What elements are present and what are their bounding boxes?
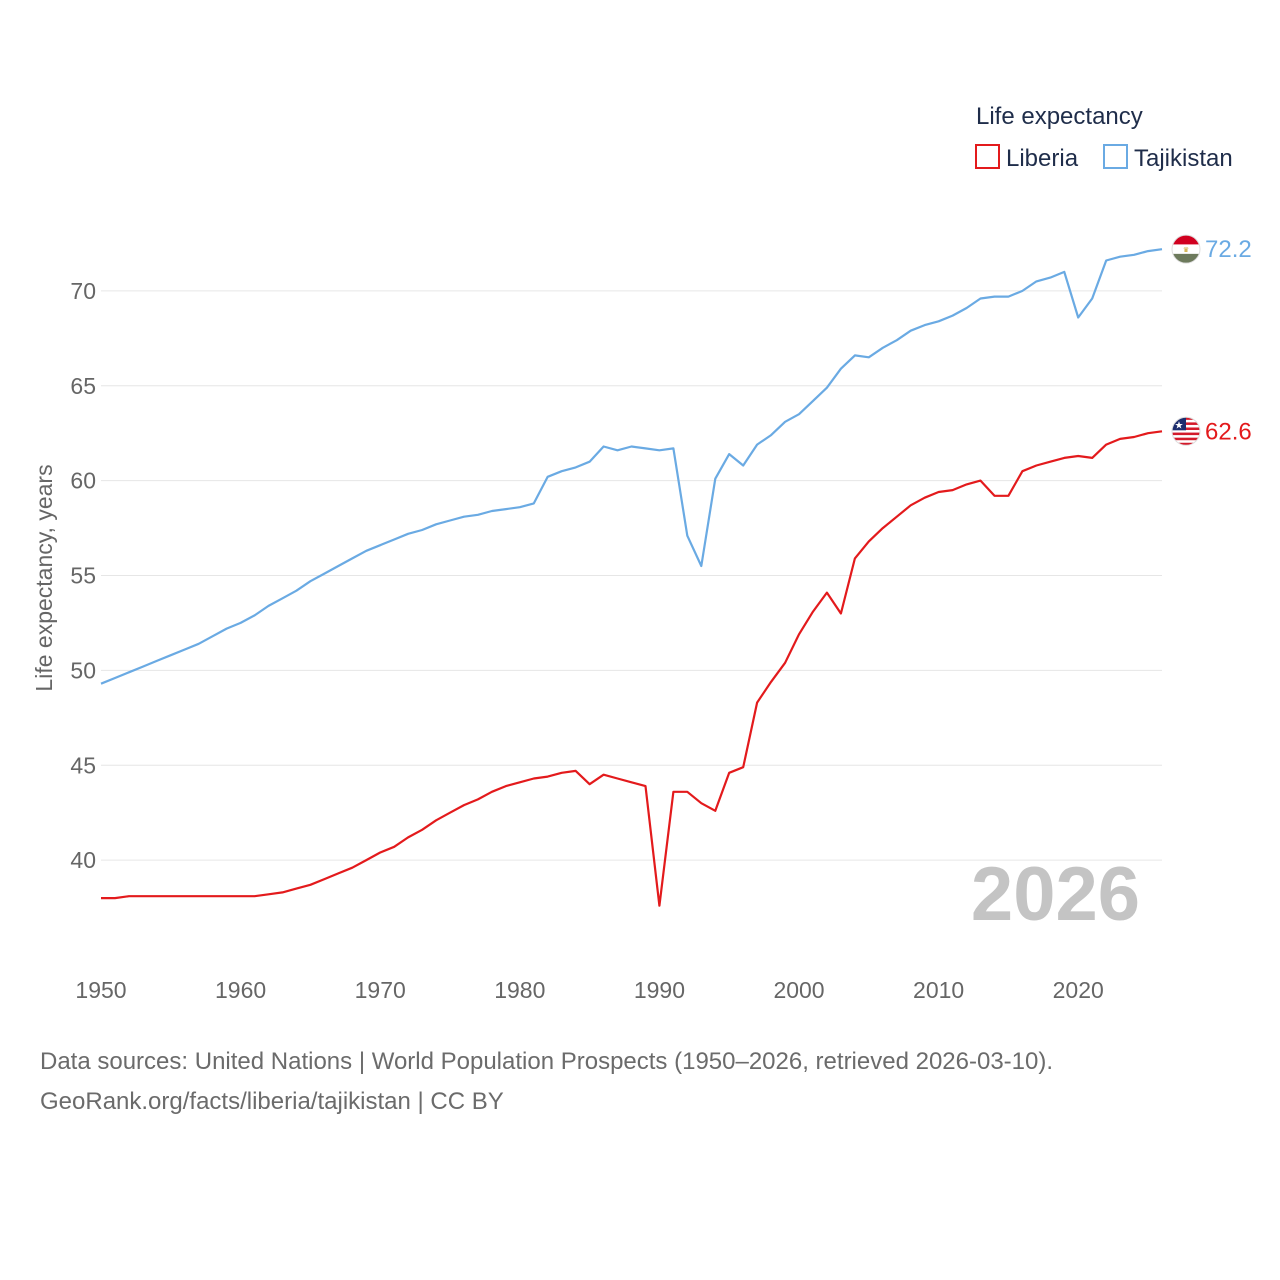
end-markers: ★ 62.6 ♛ 72.2: [1171, 234, 1252, 446]
legend[interactable]: Life expectancy Liberia Tajikistan: [975, 103, 1233, 172]
legend-item-tajikistan[interactable]: Tajikistan: [1103, 144, 1233, 172]
flag-stripe: [1172, 442, 1200, 446]
flag-ring-liberia: [1171, 416, 1201, 446]
flag-band-red: [1172, 235, 1200, 245]
x-tick-label-2010: 2010: [913, 977, 964, 1003]
y-tick-label-70: 70: [70, 278, 96, 304]
x-tick-label-1950: 1950: [75, 977, 126, 1003]
flag-stripe: [1172, 440, 1200, 444]
tajikistan-flag-icon: ♛: [1172, 235, 1200, 264]
flag-stripe: [1172, 435, 1200, 438]
source-line-attribution[interactable]: GeoRank.org/facts/liberia/tajikistan | C…: [40, 1088, 504, 1115]
y-tick-label-45: 45: [70, 752, 96, 778]
legend-title: Life expectancy: [976, 103, 1143, 130]
y-tick-label-60: 60: [70, 468, 96, 494]
series-line-liberia: [101, 430, 1163, 907]
legend-swatch-liberia: [975, 144, 1000, 169]
end-value-label-tajikistan: 72.2: [1205, 236, 1252, 263]
legend-swatch-tajikistan: [1103, 144, 1128, 169]
flag-stripe: [1172, 432, 1200, 436]
series-lines: [100, 248, 1163, 907]
year-watermark: 2026: [971, 852, 1140, 937]
legend-label-tajikistan: Tajikistan: [1134, 145, 1233, 172]
x-tick-label-1990: 1990: [634, 977, 685, 1003]
x-tick-label-1980: 1980: [494, 977, 545, 1003]
series-line-tajikistan: [100, 248, 1163, 685]
flag-stripe: [1172, 430, 1200, 433]
y-tick-label-65: 65: [70, 373, 96, 399]
line-chart: 40 45 50 55 60 65 70 1950 1960 1970 1980 1990 2000 2…: [31, 103, 1252, 1003]
source-line-data: Data sources: United Nations | World Pop…: [40, 1048, 1054, 1075]
flag-band-green: [1172, 253, 1200, 264]
legend-item-liberia[interactable]: Liberia: [975, 144, 1079, 172]
flag-stripe: [1172, 437, 1200, 441]
y-tick-label-40: 40: [70, 847, 96, 873]
flag-crown: ♛: [1183, 246, 1189, 254]
grid-lines: [101, 290, 1162, 861]
flag-star: ★: [1175, 420, 1184, 431]
x-axis-ticks: 1950 1960 1970 1980 1990 2000 2010 2020: [75, 977, 1103, 1003]
y-tick-label-50: 50: [70, 657, 96, 683]
y-axis-title: Life expectancy, years: [31, 464, 57, 691]
y-axis-ticks: 40 45 50 55 60 65 70: [70, 278, 96, 873]
flag-band-white: [1172, 244, 1200, 254]
y-tick-label-55: 55: [70, 563, 96, 589]
x-tick-label-2000: 2000: [773, 977, 824, 1003]
legend-label-liberia: Liberia: [1006, 145, 1079, 172]
end-value-label-liberia: 62.6: [1205, 418, 1252, 445]
x-tick-label-1960: 1960: [215, 977, 266, 1003]
flag-ring-tajikistan: [1171, 234, 1201, 264]
source-note: Data sources: United Nations | World Pop…: [40, 1042, 1053, 1122]
x-tick-label-2020: 2020: [1053, 977, 1104, 1003]
x-tick-label-1970: 1970: [355, 977, 406, 1003]
